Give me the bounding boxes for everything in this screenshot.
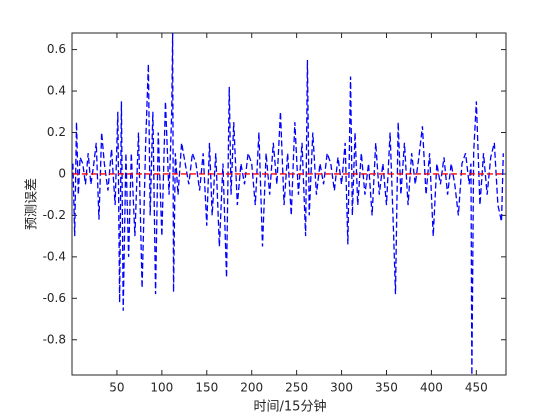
x-tick-label: 250 xyxy=(285,381,308,395)
x-axis-label: 时间/15分钟 xyxy=(254,399,327,415)
x-tick-label: 100 xyxy=(150,381,173,395)
x-tick-label: 400 xyxy=(420,381,443,395)
x-tick-label: 50 xyxy=(109,381,124,395)
y-tick-label: 0 xyxy=(58,166,66,180)
y-tick-label: 0.4 xyxy=(47,84,66,98)
y-tick-label: 0.2 xyxy=(47,125,66,139)
y-tick-label: -0.6 xyxy=(43,291,66,305)
y-tick-label: -0.4 xyxy=(43,249,66,263)
x-tick-label: 450 xyxy=(465,381,488,395)
x-tick-label: 200 xyxy=(240,381,263,395)
y-axis-label: 预测误差 xyxy=(25,178,40,230)
x-tick-label: 350 xyxy=(375,381,398,395)
y-tick-label: 0.6 xyxy=(47,42,66,56)
x-tick-label: 150 xyxy=(195,381,218,395)
x-tick-label: 300 xyxy=(330,381,353,395)
y-tick-label: -0.8 xyxy=(43,332,66,346)
plot-frame xyxy=(71,32,507,376)
y-tick-label: -0.2 xyxy=(43,208,66,222)
data-line xyxy=(72,32,504,376)
